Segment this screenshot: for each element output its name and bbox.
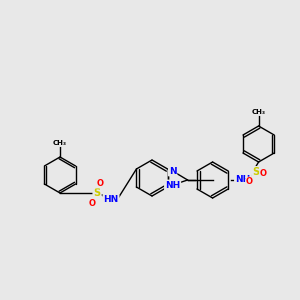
Text: CH₃: CH₃ [53, 140, 67, 146]
Text: NH: NH [235, 176, 250, 184]
Text: O: O [260, 169, 267, 178]
Text: NH: NH [165, 181, 180, 190]
Text: O: O [246, 178, 253, 187]
Text: S: S [93, 188, 100, 198]
Text: N: N [169, 167, 176, 176]
Text: O: O [97, 178, 104, 188]
Text: S: S [252, 167, 259, 177]
Text: HN: HN [103, 196, 118, 205]
Text: CH₃: CH₃ [252, 109, 266, 115]
Text: O: O [88, 199, 95, 208]
